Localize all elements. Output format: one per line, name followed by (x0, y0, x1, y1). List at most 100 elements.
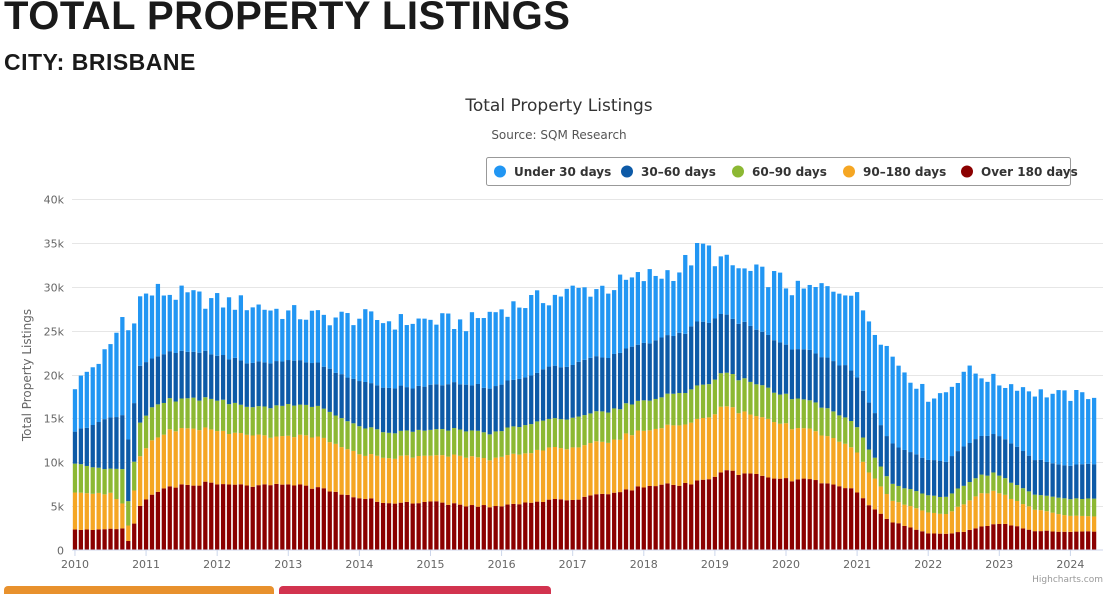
bar-30-60[interactable] (831, 361, 836, 412)
bar-60-90[interactable] (380, 432, 386, 458)
bar-under-30[interactable] (872, 334, 878, 414)
bar-under-30[interactable] (493, 312, 498, 387)
bar-60-90[interactable] (1062, 498, 1067, 516)
bar-over-180[interactable] (1032, 531, 1037, 550)
bar-under-30[interactable] (481, 318, 486, 388)
bar-90-180[interactable] (712, 414, 718, 477)
bar-over-180[interactable] (748, 473, 753, 550)
bar-90-180[interactable] (1080, 515, 1085, 532)
bar-under-30[interactable] (339, 311, 344, 375)
bar-30-60[interactable] (843, 365, 848, 418)
bar-over-180[interactable] (576, 499, 581, 550)
bar-under-30[interactable] (866, 321, 872, 403)
bar-under-30[interactable] (351, 325, 356, 379)
bar-30-60[interactable] (647, 343, 652, 401)
bar-60-90[interactable] (777, 394, 783, 424)
bar-30-60[interactable] (315, 362, 321, 406)
bar-under-30[interactable] (659, 278, 664, 338)
bar-30-60[interactable] (801, 349, 806, 400)
bar-90-180[interactable] (1068, 515, 1073, 532)
bar-90-180[interactable] (416, 456, 421, 504)
bar-60-90[interactable] (825, 408, 830, 437)
bar-30-60[interactable] (653, 340, 658, 399)
bar-over-180[interactable] (629, 490, 635, 550)
bar-30-60[interactable] (345, 377, 350, 422)
bar-60-90[interactable] (843, 417, 848, 444)
bar-over-180[interactable] (197, 485, 202, 550)
legend-item-60-90[interactable]: 60–90 days (732, 165, 827, 179)
bar-over-180[interactable] (730, 470, 735, 550)
bar-60-90[interactable] (369, 427, 374, 455)
bar-30-60[interactable] (736, 323, 741, 381)
bar-60-90[interactable] (659, 397, 664, 429)
bar-under-30[interactable] (1050, 393, 1055, 464)
bar-over-180[interactable] (783, 478, 789, 550)
bar-over-180[interactable] (138, 505, 143, 550)
bar-90-180[interactable] (499, 456, 504, 507)
bar-60-90[interactable] (96, 467, 101, 493)
bar-60-90[interactable] (1038, 495, 1043, 511)
bar-90-180[interactable] (546, 447, 552, 500)
bar-under-30[interactable] (529, 295, 534, 376)
bar-30-60[interactable] (564, 366, 569, 420)
bar-over-180[interactable] (1056, 531, 1061, 550)
bar-90-180[interactable] (831, 437, 836, 485)
bar-under-30[interactable] (179, 285, 184, 351)
bar-90-180[interactable] (428, 455, 433, 502)
bar-30-60[interactable] (1074, 464, 1079, 499)
bar-60-90[interactable] (185, 398, 190, 429)
bar-under-30[interactable] (215, 293, 220, 356)
bar-90-180[interactable] (203, 427, 208, 482)
bar-30-60[interactable] (1009, 443, 1014, 483)
bar-90-180[interactable] (1074, 515, 1079, 532)
bar-30-60[interactable] (369, 383, 374, 428)
bar-under-30[interactable] (706, 245, 712, 323)
bar-over-180[interactable] (677, 485, 682, 550)
bar-over-180[interactable] (843, 488, 848, 550)
bar-over-180[interactable] (386, 503, 392, 550)
bar-30-60[interactable] (795, 349, 800, 399)
bar-under-30[interactable] (902, 372, 907, 450)
bar-90-180[interactable] (985, 493, 990, 526)
bar-90-180[interactable] (457, 455, 463, 505)
bar-under-30[interactable] (1009, 384, 1014, 444)
bar-30-60[interactable] (173, 352, 178, 402)
bar-over-180[interactable] (191, 485, 196, 550)
bar-under-30[interactable] (635, 272, 640, 345)
bar-under-30[interactable] (955, 383, 960, 452)
bar-90-180[interactable] (967, 500, 972, 530)
bar-under-30[interactable] (813, 287, 818, 354)
bar-under-30[interactable] (819, 283, 824, 358)
bar-over-180[interactable] (694, 480, 700, 550)
bar-under-30[interactable] (1074, 390, 1079, 465)
bar-90-180[interactable] (754, 416, 759, 474)
bar-under-30[interactable] (908, 382, 913, 453)
bar-30-60[interactable] (143, 362, 149, 416)
bar-60-90[interactable] (274, 405, 279, 437)
bar-over-180[interactable] (926, 533, 931, 550)
bar-over-180[interactable] (831, 484, 836, 550)
bar-90-180[interactable] (446, 456, 451, 505)
bar-90-180[interactable] (600, 441, 605, 494)
bar-under-30[interactable] (303, 319, 309, 363)
bar-90-180[interactable] (700, 418, 706, 480)
bar-60-90[interactable] (908, 489, 913, 507)
bar-under-30[interactable] (78, 375, 84, 429)
bar-30-60[interactable] (167, 351, 172, 399)
bar-over-180[interactable] (114, 529, 119, 550)
bar-60-90[interactable] (132, 461, 137, 491)
bar-90-180[interactable] (689, 422, 694, 485)
bar-30-60[interactable] (333, 372, 338, 416)
bar-30-60[interactable] (772, 340, 777, 393)
bar-60-90[interactable] (932, 495, 937, 513)
bar-over-180[interactable] (499, 506, 504, 550)
bar-90-180[interactable] (920, 510, 925, 532)
bar-60-90[interactable] (570, 417, 575, 448)
bar-under-30[interactable] (446, 313, 451, 385)
bar-90-180[interactable] (523, 453, 528, 503)
bar-under-30[interactable] (973, 373, 978, 440)
bar-60-90[interactable] (351, 423, 356, 451)
bar-90-180[interactable] (511, 453, 516, 504)
bar-90-180[interactable] (795, 428, 800, 480)
bar-90-180[interactable] (718, 406, 723, 473)
